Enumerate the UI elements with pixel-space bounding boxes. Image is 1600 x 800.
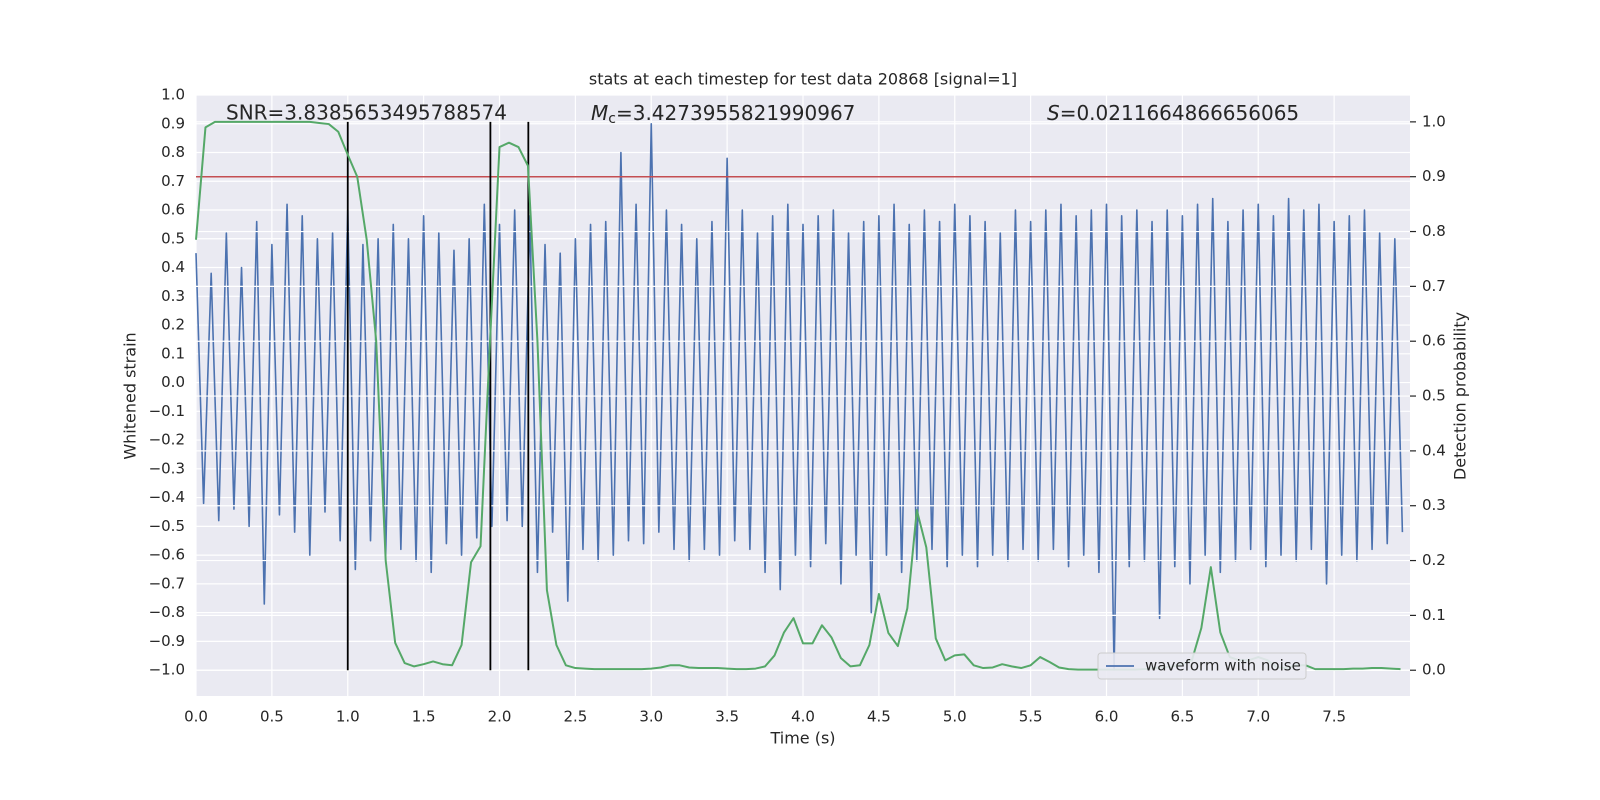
y2-tick-label: 0.1 — [1422, 606, 1446, 624]
x-tick-label: 7.5 — [1322, 708, 1346, 726]
x-tick-label: 6.0 — [1095, 708, 1119, 726]
y-tick-label: 0.9 — [161, 114, 185, 132]
annotation-value: =3.4273955821990967 — [616, 101, 855, 125]
y2-tick-label: 0.7 — [1422, 277, 1446, 295]
y2-tick-label: 0.6 — [1422, 332, 1446, 350]
y-tick-label: −0.1 — [149, 402, 185, 420]
annotation-subscript: c — [608, 111, 616, 127]
annotation: SNR=3.8385653495788574 — [226, 101, 507, 125]
y2-tick-label: 0.5 — [1422, 387, 1446, 405]
x-tick-label: 4.5 — [867, 708, 891, 726]
y-tick-label: 0.6 — [161, 201, 185, 219]
y-tick-label: −0.7 — [149, 574, 185, 592]
y-axis-label: Whitened strain — [121, 332, 140, 459]
x-tick-label: 2.5 — [563, 708, 587, 726]
y2-tick-label: 0.3 — [1422, 496, 1446, 514]
y-tick-label: −0.9 — [149, 632, 185, 650]
x-tick-label: 6.5 — [1170, 708, 1194, 726]
x-tick-label: 7.0 — [1246, 708, 1270, 726]
y-tick-label: −0.2 — [149, 431, 185, 449]
y-tick-label: 0.7 — [161, 172, 185, 190]
y-tick-label: 0.3 — [161, 287, 185, 305]
y-tick-label: 0.4 — [161, 258, 185, 276]
legend: waveform with noise — [1097, 652, 1307, 680]
over-layer — [195, 120, 1410, 671]
x-tick-label: 5.5 — [1019, 708, 1043, 726]
x-tick-label: 3.5 — [715, 708, 739, 726]
annotation-symbol: S — [1047, 101, 1060, 125]
y-tick-label: −0.5 — [149, 517, 185, 535]
x-tick-label: 3.0 — [639, 708, 663, 726]
annotation: S=0.0211664866656065 — [1047, 101, 1299, 125]
y-tick-label: 0.5 — [161, 229, 185, 247]
x-tick-label: 0.0 — [184, 708, 208, 726]
x-axis-label: Time (s) — [769, 729, 835, 748]
y2-tick-label: 0.2 — [1422, 551, 1446, 569]
y2-tick-label: 0.0 — [1422, 661, 1446, 679]
y-tick-label: −0.3 — [149, 459, 185, 477]
x-tick-label: 0.5 — [260, 708, 284, 726]
x-tick-label: 5.0 — [943, 708, 967, 726]
annotation: Mc=3.4273955821990967 — [591, 101, 855, 128]
annotation-symbol: M — [591, 101, 608, 125]
x-tick-label: 2.0 — [488, 708, 512, 726]
x-tick-label: 1.0 — [336, 708, 360, 726]
y-tick-label: 0.2 — [161, 316, 185, 334]
legend-label: waveform with noise — [1145, 657, 1301, 675]
y2-tick-label: 0.9 — [1422, 167, 1446, 185]
x-tick-label: 4.0 — [791, 708, 815, 726]
probability-line — [195, 120, 1401, 671]
x-tick-label: 1.5 — [412, 708, 436, 726]
y2-tick-label: 0.8 — [1422, 222, 1446, 240]
y-tick-label: −1.0 — [149, 661, 185, 679]
y2-tick-label: 1.0 — [1422, 112, 1446, 130]
y-tick-label: −0.8 — [149, 603, 185, 621]
y2-tick-label: 0.4 — [1422, 441, 1446, 459]
y2-axis-label: Detection probability — [1451, 312, 1470, 480]
waveform-line — [195, 122, 1404, 671]
y-tick-label: 0.8 — [161, 143, 185, 161]
chart-title: stats at each timestep for test data 208… — [589, 70, 1017, 89]
legend-box — [1097, 652, 1307, 680]
y-tick-label: 0.0 — [161, 373, 185, 391]
y-tick-label: −0.4 — [149, 488, 185, 506]
y-tick-label: −0.6 — [149, 546, 185, 564]
annotation-value: =0.0211664866656065 — [1060, 101, 1299, 125]
y-tick-label: 1.0 — [161, 86, 185, 104]
y-tick-label: 0.1 — [161, 344, 185, 362]
